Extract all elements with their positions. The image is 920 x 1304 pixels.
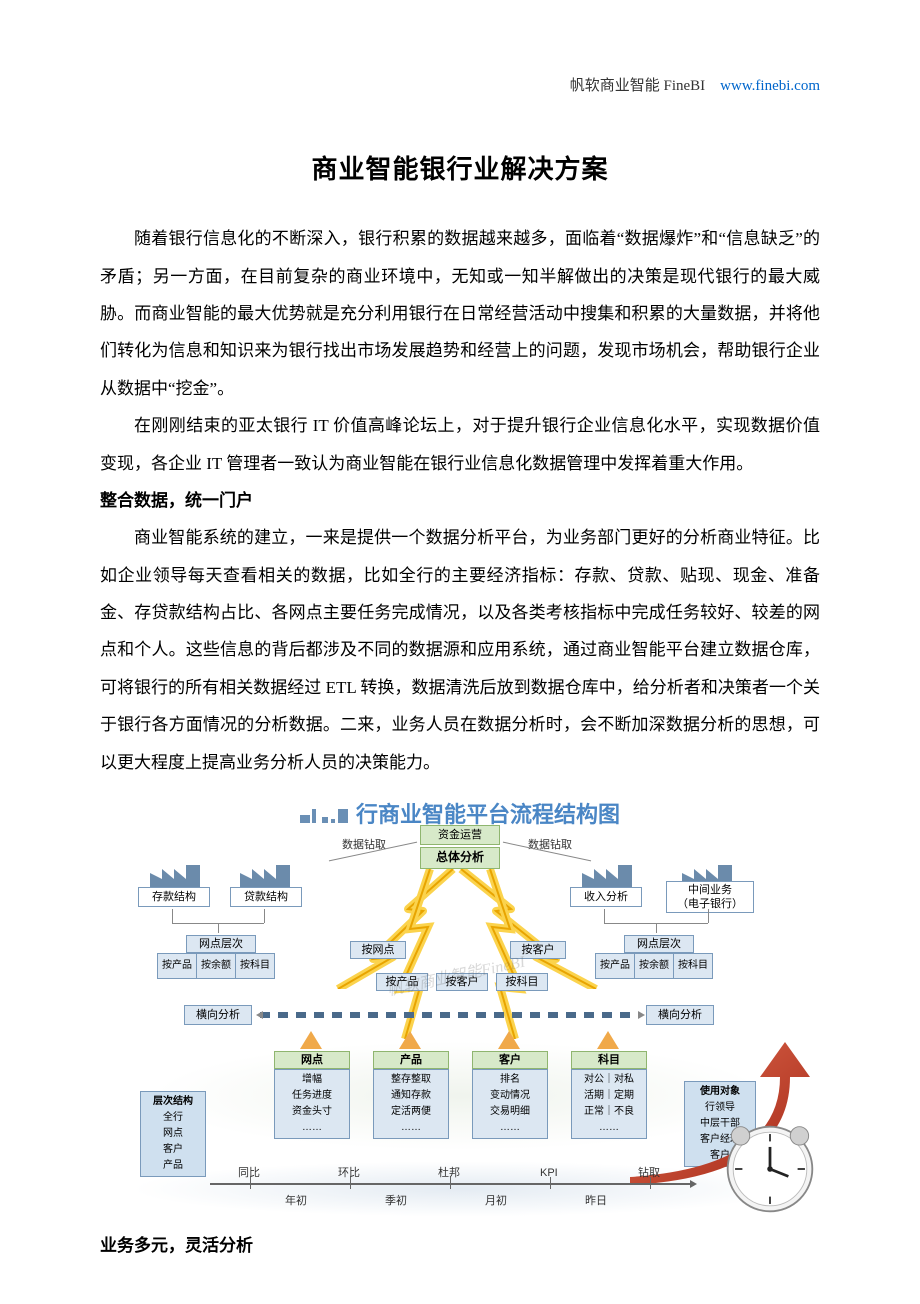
box-fund: 资金运营 — [420, 825, 500, 845]
factory-icon — [150, 863, 200, 885]
label-drill-right: 数据钻取 — [528, 833, 572, 857]
v-row: 资金头寸 — [279, 1104, 345, 1120]
section-heading-1: 整合数据，统一门户 — [100, 482, 820, 519]
tab-cell: 按余额 — [196, 953, 236, 979]
v-head-0: 网点 — [274, 1051, 350, 1069]
tab-cell: 按科目 — [235, 953, 275, 979]
ebank-line2: （电子银行） — [677, 897, 743, 911]
brand-text: 帆软商业智能 FineBI — [570, 78, 705, 94]
clock-icon — [724, 1123, 816, 1215]
v-row: 交易明细 — [477, 1104, 543, 1120]
box-by-branch: 按网点 — [350, 941, 406, 959]
time: 年初 — [285, 1189, 307, 1213]
pixel-logo-icon — [300, 792, 348, 840]
tabs-left: 按产品 按余额 按科目 — [158, 953, 275, 979]
v-head-1: 产品 — [373, 1051, 449, 1069]
hierarchy-head: 层次结构 — [145, 1094, 201, 1110]
box-horiz-left: 横向分析 — [184, 1005, 252, 1025]
tab-cell: 按产品 — [595, 953, 635, 979]
hierarchy-box: 层次结构 全行 网点 客户 产品 — [140, 1091, 206, 1177]
tab-cell: 按科目 — [673, 953, 713, 979]
v-row: 全行 — [145, 1110, 201, 1126]
v-row: 排名 — [477, 1072, 543, 1088]
tick: KPI — [540, 1161, 558, 1185]
box-level-right: 网点层次 — [624, 935, 694, 953]
box-level-left: 网点层次 — [186, 935, 256, 953]
box-deposit: 存款结构 — [138, 887, 210, 907]
v-row: 变动情况 — [477, 1088, 543, 1104]
tab-cell: 按余额 — [634, 953, 674, 979]
diagram-title-text: 行商业智能平台流程结构图 — [356, 802, 620, 827]
page-title: 商业智能银行业解决方案 — [100, 141, 820, 198]
v-row: 任务进度 — [279, 1088, 345, 1104]
paragraph-2: 在刚刚结束的亚太银行 IT 价值高峰论坛上，对于提升银行企业信息化水平，实现数据… — [100, 407, 820, 482]
v-row: 产品 — [145, 1158, 201, 1174]
brand-url[interactable]: www.finebi.com — [720, 78, 820, 94]
v-row: 网点 — [145, 1126, 201, 1142]
box-ebank: 中间业务 （电子银行） — [666, 881, 754, 913]
tab-cell: 按产品 — [157, 953, 197, 979]
v-head-2: 客户 — [472, 1051, 548, 1069]
box-overall: 总体分析 — [420, 847, 500, 869]
v-row: 增幅 — [279, 1072, 345, 1088]
v-row: 通知存款 — [378, 1088, 444, 1104]
tick: 环比 — [338, 1161, 360, 1185]
paragraph-1: 随着银行信息化的不断深入，银行积累的数据越来越多，面临着“数据爆炸”和“信息缺乏… — [100, 220, 820, 407]
v-row: …… — [279, 1120, 345, 1136]
flow-diagram: 行商业智能平台流程结构图 资金运营 总体分析 数据钻取 数据钻取 存款结构 贷款… — [110, 791, 810, 1221]
v-row: 客户 — [145, 1142, 201, 1158]
v-body-0: 增幅 任务进度 资金头寸 …… — [274, 1069, 350, 1139]
time: 昨日 — [585, 1189, 607, 1213]
page-header: 帆软商业智能 FineBI www.finebi.com — [100, 70, 820, 103]
tick: 同比 — [238, 1161, 260, 1185]
v-body-2: 排名 变动情况 交易明细 …… — [472, 1069, 548, 1139]
section-heading-2: 业务多元，灵活分析 — [100, 1227, 820, 1264]
box-horiz-right: 横向分析 — [646, 1005, 714, 1025]
v-row: …… — [477, 1120, 543, 1136]
v-row: 定活两便 — [378, 1104, 444, 1120]
tabs-right: 按产品 按余额 按科目 — [596, 953, 713, 979]
ebank-line1: 中间业务 — [688, 883, 732, 897]
paragraph-3: 商业智能系统的建立，一来是提供一个数据分析平台，为业务部门更好的分析商业特征。比… — [100, 519, 820, 781]
tick: 钻取 — [638, 1161, 660, 1185]
tick: 杜邦 — [438, 1161, 460, 1185]
time: 季初 — [385, 1189, 407, 1213]
v-row: 整存整取 — [378, 1072, 444, 1088]
v-body-1: 整存整取 通知存款 定活两便 …… — [373, 1069, 449, 1139]
v-row: …… — [378, 1120, 444, 1136]
time: 月初 — [485, 1189, 507, 1213]
